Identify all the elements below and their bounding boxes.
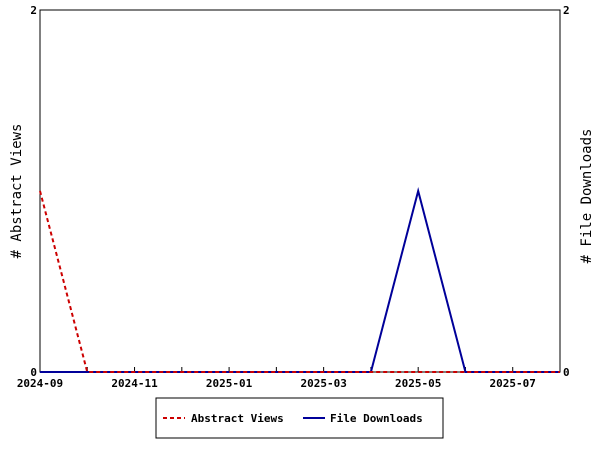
x-tick-label: 2025-07 <box>490 377 536 390</box>
y-tick-label-right: 2 <box>563 4 570 17</box>
x-tick-label: 2024-11 <box>111 377 158 390</box>
series-line-abstract-views <box>39 190 560 373</box>
legend: Abstract Views File Downloads <box>155 397 444 439</box>
y-tick-label-left: 2 <box>30 4 37 17</box>
y-tick-label-left: 0 <box>30 366 37 379</box>
y-axis-title-left: # Abstract Views <box>9 124 25 259</box>
plot-area <box>39 9 561 373</box>
x-tick-label: 2025-03 <box>300 377 346 390</box>
y-axis-title-right: # File Downloads <box>579 129 595 264</box>
series-layer <box>39 187 560 373</box>
x-tick-label: 2025-05 <box>395 377 441 390</box>
x-axis-ticks: 2024-09 2024-11 2025-01 2025-03 2025-05 2025-… <box>17 367 561 390</box>
y-tick-label-right: 0 <box>563 366 570 379</box>
legend-box <box>155 397 444 439</box>
x-tick-label: 2024-09 <box>17 377 63 390</box>
legend-label-abstract-views: Abstract Views <box>191 412 284 425</box>
legend-label-file-downloads: File Downloads <box>330 412 423 425</box>
x-tick-label: 2025-01 <box>206 377 253 390</box>
